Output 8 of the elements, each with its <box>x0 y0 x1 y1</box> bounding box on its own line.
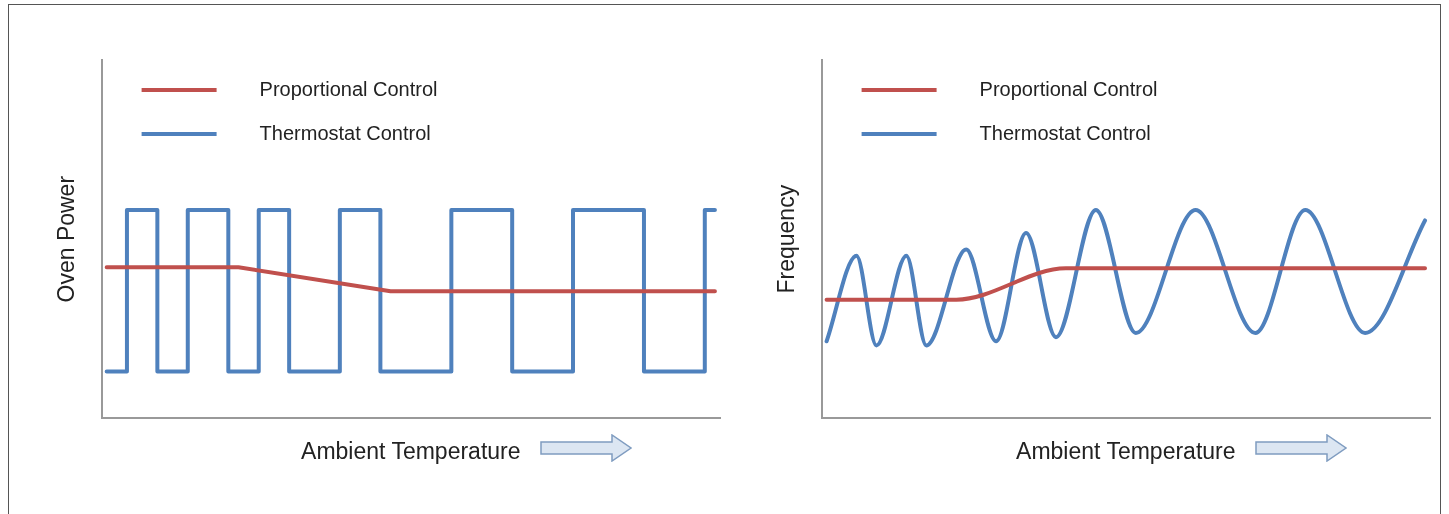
x-axis-title: Ambient Temperature <box>1016 437 1236 464</box>
y-axis-title: Oven Power <box>53 175 80 303</box>
legend-label: Thermostat Control <box>259 121 431 144</box>
legend-label: Proportional Control <box>259 77 438 100</box>
legend-label: Proportional Control <box>979 77 1158 100</box>
x-axis-title: Ambient Temperature <box>301 437 521 464</box>
y-axis-title: Frequency <box>773 184 800 294</box>
legend-label: Thermostat Control <box>979 121 1151 144</box>
